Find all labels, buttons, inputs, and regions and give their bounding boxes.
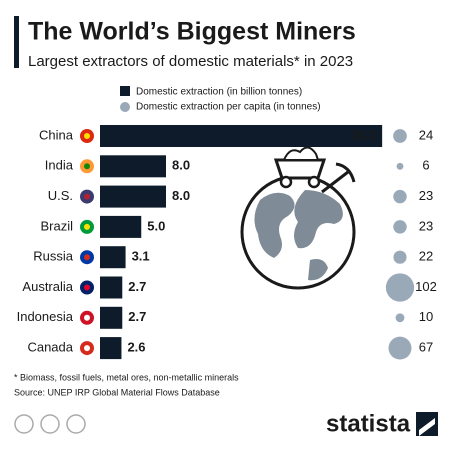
- bubble-label: 67: [419, 340, 433, 355]
- category-label: Australia: [22, 279, 73, 294]
- value-label: 2.7: [128, 309, 146, 324]
- bubble-label: 102: [415, 279, 437, 294]
- value-label: 2.6: [127, 340, 145, 355]
- flag-icon-detail: [84, 193, 90, 200]
- bubble-label: 23: [419, 188, 433, 203]
- flag-icon-detail: [84, 223, 90, 230]
- bubble: [388, 336, 412, 360]
- license-icons: [14, 414, 86, 434]
- flag-icon-detail: [84, 163, 90, 170]
- bar: [100, 125, 383, 147]
- category-label: Brazil: [40, 218, 73, 233]
- brand: statista: [326, 410, 411, 437]
- globe-illustration: [240, 146, 356, 290]
- category-label: U.S.: [48, 188, 73, 203]
- bubble: [393, 129, 407, 143]
- bar: [100, 306, 123, 329]
- bar: [100, 337, 122, 360]
- legend-swatch: [120, 102, 130, 112]
- flag-icon-detail: [84, 284, 90, 291]
- bar: [100, 215, 142, 238]
- bar: [100, 155, 166, 178]
- bubble: [393, 250, 407, 264]
- bubble-label: 22: [419, 249, 433, 264]
- value-label: 3.1: [132, 249, 150, 264]
- category-label: China: [39, 127, 74, 142]
- value-label: 8.0: [172, 188, 190, 203]
- flag-icon-detail: [84, 254, 90, 261]
- bubble-label: 10: [419, 309, 433, 324]
- legend-label: Domestic extraction (in billion tonnes): [136, 87, 302, 98]
- bubble: [393, 189, 407, 204]
- flag-icon-detail: [84, 314, 90, 321]
- category-label: Canada: [27, 340, 73, 355]
- bar: [100, 276, 123, 299]
- value-label: 2.7: [128, 279, 146, 294]
- flag-icon-detail: [84, 345, 90, 352]
- chart-subtitle: Largest extractors of domestic materials…: [28, 53, 353, 70]
- bar: [100, 185, 166, 208]
- bubble-label: 24: [419, 127, 433, 142]
- bubble: [385, 273, 415, 302]
- footnote: * Biomass, fossil fuels, metal ores, non…: [14, 372, 239, 382]
- source: Source: UNEP IRP Global Material Flows D…: [14, 387, 220, 397]
- chart-title: The World’s Biggest Miners: [28, 18, 356, 46]
- flag-icon-detail: [84, 133, 90, 139]
- title-accent: [14, 16, 19, 68]
- bubble: [395, 313, 405, 323]
- value-label: 34.2: [351, 127, 376, 142]
- category-label: India: [45, 158, 74, 173]
- category-label: Russia: [33, 249, 74, 264]
- legend-label: Domestic extraction per capita (in tonne…: [136, 102, 321, 113]
- category-label: Indonesia: [17, 309, 74, 324]
- bubble-label: 6: [422, 158, 429, 173]
- brand-logo: [416, 412, 438, 436]
- bubble-label: 23: [419, 218, 433, 233]
- bar: [100, 246, 126, 269]
- bubble: [393, 220, 407, 234]
- value-label: 8.0: [172, 158, 190, 173]
- legend-swatch: [120, 86, 130, 96]
- value-label: 5.0: [147, 218, 165, 233]
- bubble: [396, 162, 404, 170]
- plot: Domestic extraction (in billion tonnes) D…: [17, 86, 437, 360]
